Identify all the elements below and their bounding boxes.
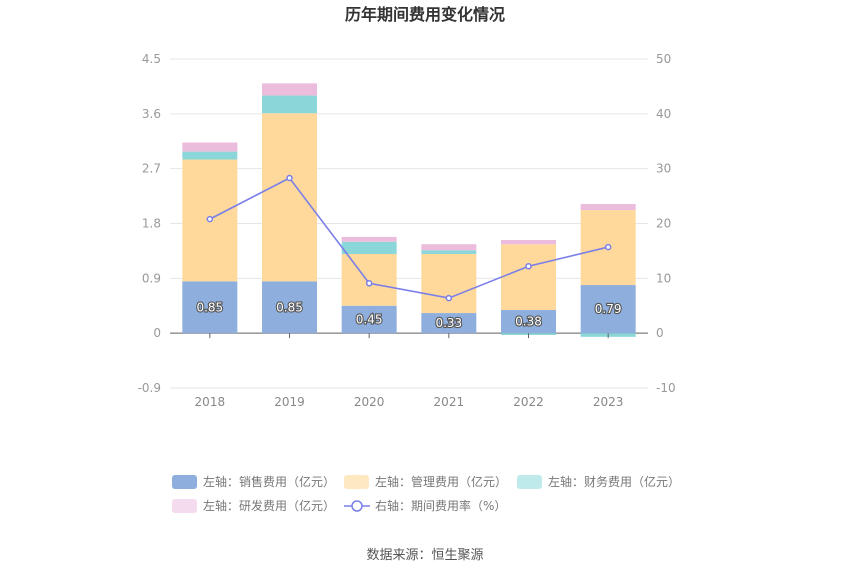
data-label: 0.45 — [356, 312, 383, 326]
left-tick-label: 2.7 — [142, 162, 161, 176]
legend-item: 左轴：研发费用（亿元） — [172, 498, 335, 513]
legend-item: 左轴：财务费用（亿元） — [517, 474, 680, 489]
legend-marker — [351, 500, 363, 512]
bar-segment — [421, 250, 477, 254]
data-label: 0.38 — [515, 315, 542, 329]
data-labels: 0.85 0.85 0.45 0.33 0.38 0.79 — [195, 299, 622, 331]
legend-item: 左轴：管理费用（亿元） — [344, 474, 507, 489]
left-tick-label: 0.9 — [142, 271, 161, 285]
x-axis: 2018 2019 2020 2021 2022 2023 — [195, 333, 624, 409]
x-tick-label: 2022 — [513, 395, 544, 409]
x-tick-label: 2021 — [434, 395, 465, 409]
bar-segment — [341, 253, 397, 306]
left-tick-label: -0.9 — [138, 381, 161, 395]
bar-segment — [262, 83, 317, 96]
bar-segment — [421, 253, 477, 314]
rate-point — [365, 280, 373, 287]
legend-label: 右轴：期间费用率（%） — [375, 498, 506, 513]
x-tick-label: 2020 — [354, 395, 385, 409]
bar-segment — [182, 142, 238, 152]
chart-title: 历年期间费用变化情况 — [345, 5, 505, 24]
right-tick-label: 40 — [656, 107, 671, 121]
bar-segment — [501, 310, 556, 334]
right-tick-label: 0 — [656, 326, 664, 340]
legend: 左轴：销售费用（亿元） 左轴：管理费用（亿元） 左轴：财务费用（亿元） 左轴：研发费用… — [172, 474, 680, 513]
rate-point — [604, 243, 612, 251]
x-tick-label: 2018 — [195, 395, 226, 409]
rate-point — [445, 294, 453, 302]
x-tick-label: 2023 — [593, 395, 624, 409]
legend-swatch — [517, 475, 542, 489]
bar-segment — [501, 239, 556, 245]
rate-point — [206, 215, 214, 223]
left-axis: 4.5 3.6 2.7 1.8 0.9 0 -0.9 — [138, 52, 161, 395]
bar-segment — [182, 281, 238, 334]
bar-segment — [341, 241, 397, 254]
legend-label: 左轴：管理费用（亿元） — [375, 474, 507, 489]
right-tick-label: -10 — [656, 381, 676, 395]
legend-item: 左轴：销售费用（亿元） — [172, 474, 335, 489]
bar-segment — [580, 285, 636, 334]
legend-label: 左轴：研发费用（亿元） — [203, 498, 335, 513]
legend-swatch — [172, 499, 197, 513]
rate-line-path — [209, 176, 609, 299]
grid-lines — [170, 58, 648, 389]
bar-segment — [501, 244, 556, 311]
bar-segment — [262, 113, 317, 282]
legend-swatch — [344, 475, 369, 489]
left-tick-label: 4.5 — [142, 52, 161, 66]
bar-segment — [182, 151, 238, 160]
legend-item: 右轴：期间费用率（%） — [344, 498, 506, 513]
bar-segment — [262, 95, 317, 114]
data-label: 0.85 — [196, 300, 223, 314]
data-label: 0.85 — [276, 300, 303, 314]
right-tick-label: 10 — [656, 271, 671, 285]
right-tick-label: 20 — [656, 217, 671, 231]
data-label: 0.79 — [595, 302, 622, 316]
legend-label: 左轴：销售费用（亿元） — [203, 474, 335, 489]
bar-segment — [341, 305, 397, 334]
rate-line — [206, 174, 612, 302]
left-tick-label: 0 — [153, 326, 161, 340]
bar-segment — [580, 204, 636, 211]
rate-point — [525, 263, 532, 270]
rate-point — [286, 174, 293, 182]
left-tick-label: 3.6 — [142, 107, 161, 121]
bar-segment — [341, 236, 397, 242]
data-label: 0.33 — [435, 316, 462, 330]
right-tick-label: 50 — [656, 52, 671, 66]
bars — [182, 83, 636, 337]
bar-segment — [421, 244, 477, 251]
left-tick-label: 1.8 — [142, 217, 161, 231]
bar-segment — [421, 313, 477, 334]
right-axis: 50 40 30 20 10 0 -10 — [656, 52, 676, 395]
right-tick-label: 30 — [656, 162, 671, 176]
source-note: 数据来源：恒生聚源 — [366, 548, 483, 563]
bar-segment — [262, 281, 317, 334]
x-tick-label: 2019 — [274, 395, 305, 409]
legend-label: 左轴：财务费用（亿元） — [548, 474, 680, 489]
legend-swatch — [172, 475, 197, 489]
